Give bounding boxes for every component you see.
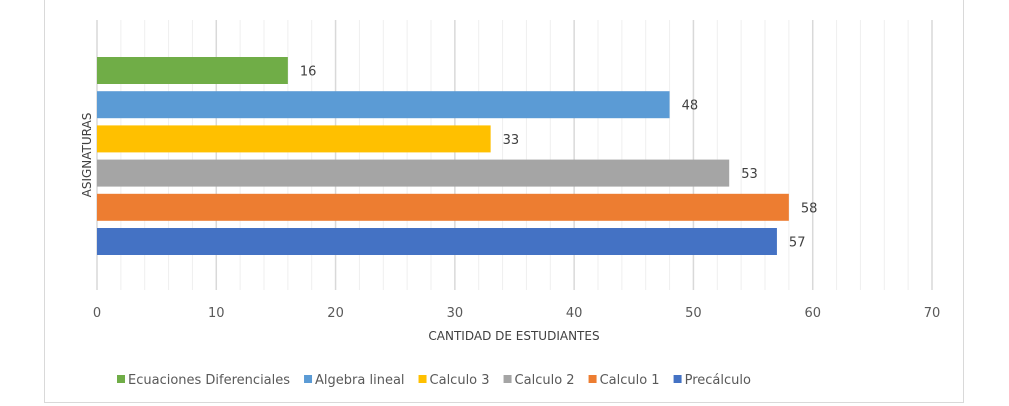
x-tick-label: 40 bbox=[566, 306, 583, 321]
bars bbox=[97, 57, 789, 255]
legend-entry: Calculo 3 bbox=[430, 373, 490, 388]
legend-swatch bbox=[588, 375, 597, 383]
bar-calculo-3 bbox=[97, 125, 491, 153]
legend-entry: Algebra lineal bbox=[315, 373, 405, 388]
chart-frame bbox=[44, 0, 964, 403]
x-tick-label: 20 bbox=[327, 306, 344, 321]
x-axis-title: CANTIDAD DE ESTUDIANTES bbox=[428, 329, 599, 343]
bar-calculo-2 bbox=[97, 159, 730, 187]
x-tick-label: 50 bbox=[685, 306, 702, 321]
legend-entry: Calculo 2 bbox=[515, 373, 575, 388]
data-label: 57 bbox=[789, 236, 806, 251]
data-label: 48 bbox=[682, 99, 699, 114]
x-tick-labels: 0 10 20 30 40 50 60 70 bbox=[93, 306, 940, 321]
legend-swatch bbox=[304, 375, 313, 383]
data-label: 53 bbox=[741, 167, 758, 182]
data-label: 16 bbox=[300, 65, 317, 80]
x-tick-label: 70 bbox=[924, 306, 941, 321]
bar-ecuaciones-diferenciales bbox=[97, 57, 288, 84]
legend-entry: Calculo 1 bbox=[600, 373, 660, 388]
bar-algebra-lineal bbox=[97, 91, 670, 119]
legend-swatch bbox=[503, 375, 512, 383]
legend-swatch bbox=[418, 375, 427, 383]
x-tick-label: 0 bbox=[93, 306, 101, 321]
bar-precálculo bbox=[97, 228, 777, 255]
bar-calculo-1 bbox=[97, 193, 789, 221]
legend-swatch bbox=[117, 375, 125, 383]
legend-swatch bbox=[673, 375, 682, 383]
legend-entry: Ecuaciones Diferenciales bbox=[128, 373, 290, 388]
legend-entry: Precálculo bbox=[685, 373, 751, 388]
legend: Ecuaciones Diferenciales Algebra lineal Ca… bbox=[117, 373, 751, 388]
data-label: 58 bbox=[801, 201, 818, 216]
y-axis-title: ASIGNATURAS bbox=[80, 113, 94, 198]
data-label: 33 bbox=[503, 133, 520, 148]
x-tick-label: 60 bbox=[804, 306, 821, 321]
data-labels: 16 48 33 53 58 57 bbox=[300, 65, 818, 251]
x-tick-label: 10 bbox=[208, 306, 225, 321]
x-tick-label: 30 bbox=[447, 306, 464, 321]
